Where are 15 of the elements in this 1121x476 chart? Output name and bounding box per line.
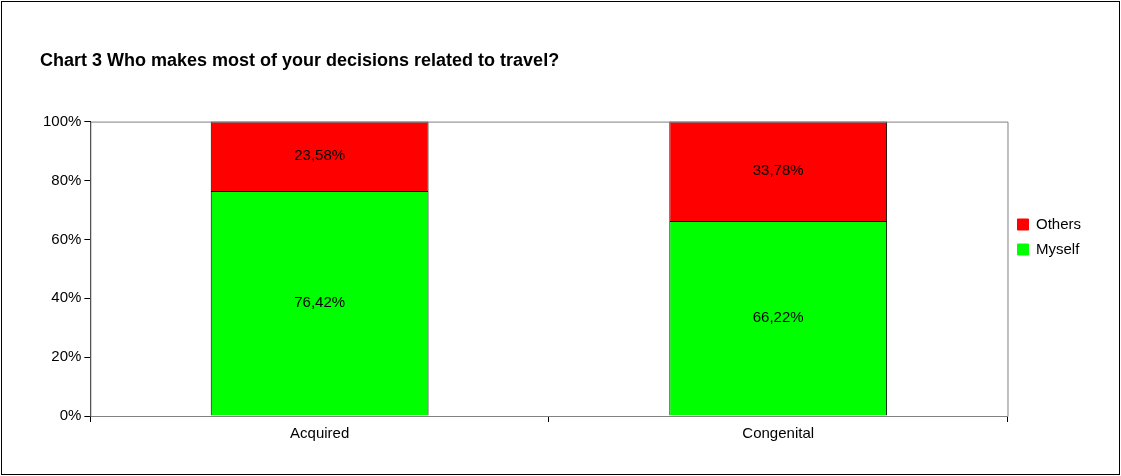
- data-label: 76,42%: [294, 293, 346, 311]
- legend-label: Others: [1035, 214, 1081, 232]
- data-label: 33,78%: [752, 161, 804, 179]
- x-tick-label: Congenital: [742, 424, 815, 442]
- y-tick-label: 100%: [42, 111, 82, 129]
- y-tick-label: 40%: [51, 288, 82, 306]
- x-tick-label: Acquired: [290, 424, 350, 442]
- y-tick-label: 80%: [51, 170, 82, 188]
- data-label: 23,58%: [294, 146, 346, 164]
- data-label: 66,22%: [752, 308, 804, 326]
- legend-label: Myself: [1035, 239, 1081, 257]
- y-tick-label: 0%: [59, 406, 82, 424]
- y-tick-label: 60%: [51, 229, 82, 247]
- y-tick-label: 20%: [51, 347, 82, 365]
- chart-title: Chart 3 Who makes most of your decisions related to travel?: [40, 49, 560, 70]
